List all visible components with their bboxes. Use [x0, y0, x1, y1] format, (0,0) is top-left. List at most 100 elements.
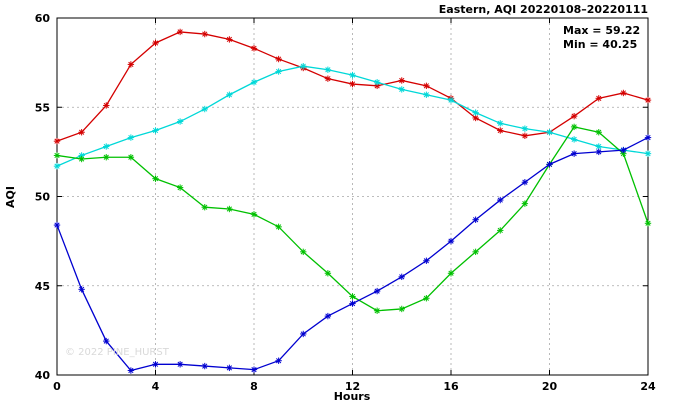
series-blue-marker — [644, 134, 652, 141]
series-cyan-marker — [595, 143, 602, 150]
series-cyan-marker — [423, 91, 430, 98]
series-blue-marker — [398, 273, 405, 281]
series-green-marker — [472, 248, 479, 256]
series-red-marker — [226, 36, 233, 43]
series-green-marker — [423, 295, 430, 302]
series-red-marker — [620, 89, 627, 97]
series-green-marker — [226, 205, 233, 213]
series-blue-marker — [201, 362, 208, 370]
series-red-marker — [472, 114, 479, 122]
series-red-marker — [127, 61, 135, 68]
series-blue-marker — [53, 221, 61, 229]
series-green-marker — [595, 129, 602, 136]
series-cyan-marker — [275, 68, 282, 75]
series-blue-marker — [226, 364, 233, 372]
series-cyan-marker — [324, 66, 332, 73]
series-green-marker — [275, 223, 282, 231]
series-green-marker — [176, 184, 184, 191]
series-blue-marker — [423, 257, 430, 264]
series-green-marker — [497, 227, 504, 234]
x-tick-label: 16 — [443, 380, 459, 393]
series-cyan-marker — [300, 62, 307, 70]
series-green-marker — [373, 307, 381, 314]
series-red-marker — [644, 96, 652, 104]
series-green-marker — [300, 248, 307, 256]
y-tick-label: 55 — [35, 101, 50, 114]
series-blue-marker — [570, 150, 578, 157]
series-blue — [53, 134, 652, 374]
chart-title: Eastern, AQI 20220108–20220111 — [439, 3, 648, 16]
series-blue-marker — [275, 357, 282, 364]
series-green-marker — [324, 270, 332, 277]
series-red-marker — [78, 129, 85, 136]
series-blue-marker — [373, 287, 381, 295]
series-green-marker — [398, 305, 405, 313]
series-green-marker — [349, 293, 356, 300]
series-green-marker — [127, 154, 135, 161]
series-cyan-marker — [472, 109, 479, 116]
series-red-marker — [324, 75, 332, 82]
series-green-marker — [570, 123, 578, 131]
series-cyan-marker — [127, 134, 135, 141]
series-cyan-marker — [53, 162, 61, 170]
series-red-marker — [521, 132, 529, 140]
series-cyan-marker — [176, 118, 184, 125]
y-tick-label: 60 — [35, 12, 51, 25]
series-red-marker — [398, 77, 405, 84]
series-cyan-marker — [201, 105, 208, 113]
series-red-marker — [250, 45, 258, 52]
series-blue-marker — [349, 300, 356, 307]
series-blue-marker — [127, 367, 135, 374]
series-cyan-marker — [349, 71, 356, 79]
x-tick-label: 20 — [542, 380, 558, 393]
min-annotation: Min = 40.25 — [563, 38, 637, 51]
series-cyan-marker — [103, 143, 110, 150]
series-cyan-marker — [570, 136, 578, 143]
series-cyan-marker — [250, 79, 258, 86]
series-green-marker — [53, 152, 61, 159]
series-red-marker — [423, 82, 430, 90]
series-green-marker — [644, 220, 652, 227]
x-axis-label: Hours — [334, 390, 371, 403]
series-cyan-marker — [497, 120, 504, 127]
tick-marks — [56, 17, 649, 376]
y-tick-label: 40 — [35, 369, 51, 382]
series-blue-marker — [447, 237, 455, 245]
series-red-marker — [201, 30, 208, 38]
series-cyan-marker — [521, 125, 529, 132]
series-red-marker — [275, 55, 282, 63]
x-tick-label: 8 — [250, 380, 258, 393]
series-red-marker — [152, 39, 159, 47]
series-green-marker — [78, 155, 85, 163]
series-blue-marker — [176, 361, 184, 368]
y-axis-label: AQI — [4, 186, 17, 208]
series-green-marker — [201, 204, 208, 211]
watermark: © 2022 PINE_HURST — [65, 347, 170, 358]
max-annotation: Max = 59.22 — [563, 24, 640, 37]
x-tick-label: 0 — [53, 380, 61, 393]
series-blue-marker — [152, 361, 159, 368]
series-blue-marker — [620, 146, 627, 154]
series-green-marker — [250, 211, 258, 218]
y-tick-label: 45 — [35, 280, 50, 293]
series-green-marker — [152, 175, 159, 182]
series-cyan-marker — [644, 150, 652, 157]
series-red-marker — [103, 102, 110, 109]
series-blue-marker — [78, 286, 85, 293]
series-cyan-marker — [373, 79, 381, 86]
series-red-marker — [176, 28, 184, 36]
series-green-marker — [103, 154, 110, 161]
series-green-marker — [521, 200, 529, 207]
series-red — [53, 28, 652, 145]
series-blue-marker — [497, 196, 504, 204]
series-red-marker — [595, 95, 602, 102]
series-cyan-marker — [152, 127, 159, 134]
series-green-marker — [447, 270, 455, 277]
series-cyan-marker — [546, 129, 553, 136]
series-blue-marker — [103, 337, 110, 345]
series-blue-marker — [250, 366, 258, 373]
series-red-marker — [497, 127, 504, 134]
series-blue-marker — [472, 216, 479, 223]
